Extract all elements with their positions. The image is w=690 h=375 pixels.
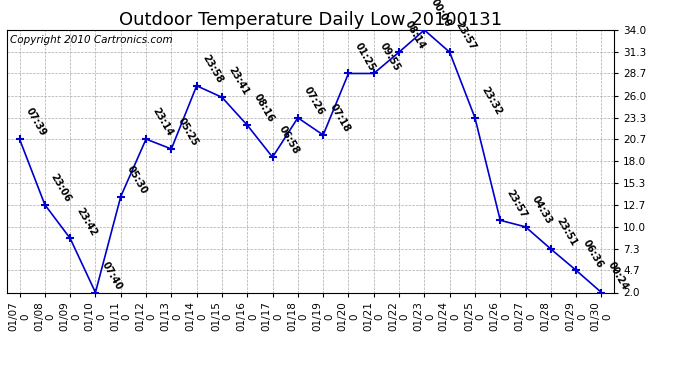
Text: 04:33: 04:33 — [530, 194, 554, 226]
Text: 07:26: 07:26 — [302, 85, 326, 117]
Text: 08:16: 08:16 — [251, 92, 275, 124]
Text: 23:57: 23:57 — [454, 20, 478, 51]
Text: 07:40: 07:40 — [99, 260, 124, 292]
Text: 06:58: 06:58 — [277, 124, 301, 156]
Text: 23:42: 23:42 — [75, 206, 99, 238]
Text: 07:18: 07:18 — [327, 102, 351, 134]
Text: 23:06: 23:06 — [49, 172, 73, 204]
Text: 23:41: 23:41 — [226, 64, 250, 96]
Text: 08:14: 08:14 — [403, 20, 427, 51]
Text: Outdoor Temperature Daily Low 20100131: Outdoor Temperature Daily Low 20100131 — [119, 11, 502, 29]
Text: 06:36: 06:36 — [580, 238, 604, 270]
Text: 01:25: 01:25 — [353, 41, 377, 73]
Text: 00:24: 00:24 — [606, 260, 630, 292]
Text: 23:14: 23:14 — [150, 106, 175, 138]
Text: 09:55: 09:55 — [378, 41, 402, 73]
Text: 23:58: 23:58 — [201, 53, 225, 85]
Text: 23:57: 23:57 — [504, 188, 529, 219]
Text: Copyright 2010 Cartronics.com: Copyright 2010 Cartronics.com — [10, 35, 172, 45]
Text: 23:51: 23:51 — [555, 216, 579, 248]
Text: 05:25: 05:25 — [175, 116, 199, 148]
Text: 00:00: 00:00 — [428, 0, 453, 29]
Text: 07:39: 07:39 — [23, 106, 48, 138]
Text: 23:32: 23:32 — [479, 85, 503, 117]
Text: 05:30: 05:30 — [125, 164, 149, 196]
